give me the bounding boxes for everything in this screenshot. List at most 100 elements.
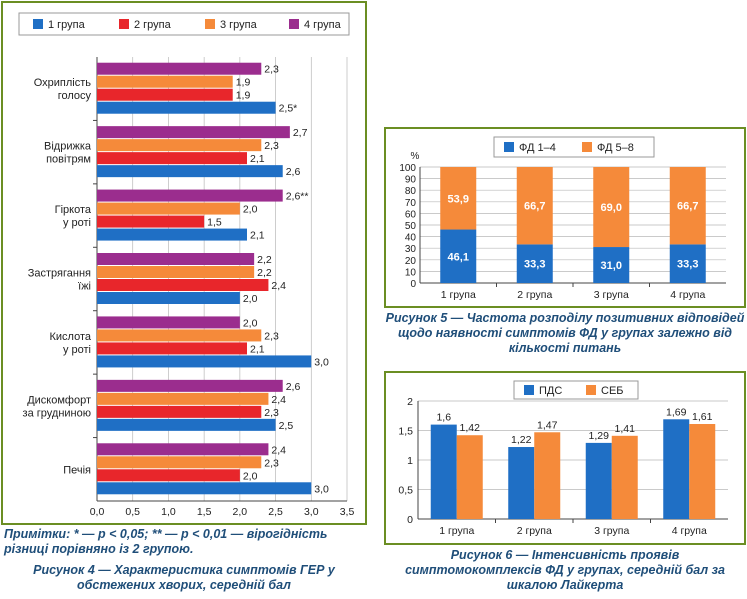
legend-label: ФД 1–4 bbox=[519, 142, 556, 154]
y-tick-label: 0 bbox=[410, 279, 416, 290]
x-tick-label: 1,5 bbox=[197, 506, 212, 518]
bar bbox=[456, 435, 483, 519]
bar-segment bbox=[593, 247, 630, 283]
x-tick-label: 0,0 bbox=[90, 506, 105, 518]
data-label: 46,1 bbox=[448, 251, 469, 263]
data-label: 2,6** bbox=[286, 191, 309, 203]
legend-swatch bbox=[289, 19, 299, 29]
data-label: 66,7 bbox=[677, 201, 698, 213]
y-tick-label: 50 bbox=[405, 221, 417, 232]
y-tick-label: 70 bbox=[405, 198, 417, 209]
data-label: 2,0 bbox=[243, 470, 258, 482]
data-label: 33,3 bbox=[677, 259, 698, 271]
x-tick-label: 1 група bbox=[441, 289, 476, 301]
data-label: 2,4 bbox=[271, 280, 286, 292]
data-label: 66,7 bbox=[524, 201, 545, 213]
bar bbox=[97, 279, 269, 291]
bar bbox=[97, 266, 255, 278]
legend-box bbox=[18, 12, 350, 36]
data-label: 2,6 bbox=[286, 166, 301, 178]
legend-swatch bbox=[119, 19, 129, 29]
chart6-svg: ПДС СЕБ 0 0,5 1 1,5 2 1,6 1,42 1 група 1,22 1,47 2 г… bbox=[398, 380, 728, 537]
bar-segment bbox=[440, 167, 477, 230]
category-label: Гіркота bbox=[55, 204, 92, 216]
chart4-svg: 1 група 2 група 3 група 4 група 0,0 0,5 1,0 1,5… bbox=[18, 12, 355, 518]
data-label: 2,4 bbox=[271, 444, 286, 456]
data-label: 2,0 bbox=[243, 204, 258, 216]
x-tick-label: 3,5 bbox=[340, 506, 355, 518]
chart4-note: Примітки: * — р < 0,05; ** — р < 0,01 — … bbox=[4, 527, 328, 556]
bar bbox=[97, 215, 205, 228]
legend-swatch bbox=[582, 142, 592, 152]
x-tick-label: 0,5 bbox=[125, 506, 140, 518]
data-label: 2,0 bbox=[243, 317, 258, 329]
data-label: 2,3 bbox=[264, 330, 279, 342]
y-unit-label: % bbox=[411, 151, 420, 162]
data-label: 1,42 bbox=[460, 422, 481, 434]
y-tick-label: 20 bbox=[405, 256, 417, 267]
data-label: 2,3 bbox=[264, 140, 279, 152]
x-tick-label: 1 група bbox=[439, 525, 474, 537]
bar bbox=[97, 228, 247, 241]
data-label: 1,69 bbox=[666, 406, 687, 418]
data-label: 2,2 bbox=[257, 254, 272, 266]
data-label: 2,1 bbox=[250, 230, 265, 242]
data-label: 1,22 bbox=[511, 434, 532, 446]
category-label: Застрягання bbox=[28, 268, 91, 280]
bar bbox=[534, 432, 561, 519]
y-tick-label: 60 bbox=[405, 209, 417, 220]
data-label: 2,3 bbox=[264, 407, 279, 419]
legend-label: 2 група bbox=[134, 19, 172, 31]
legend-label: ФД 5–8 bbox=[597, 142, 634, 154]
category-label: Кислота bbox=[49, 331, 91, 343]
x-tick-label: 2,0 bbox=[233, 506, 248, 518]
x-tick-label: 3 група bbox=[594, 525, 629, 537]
bar-segment bbox=[440, 229, 477, 283]
legend-label: СЕБ bbox=[601, 385, 624, 397]
category-label: їжі bbox=[77, 281, 91, 293]
y-tick-label: 1 bbox=[407, 455, 413, 467]
data-label: 1,9 bbox=[236, 77, 251, 89]
bar-segment bbox=[516, 244, 553, 283]
data-label: 2,1 bbox=[250, 153, 265, 165]
x-tick-label: 3 група bbox=[594, 289, 629, 301]
legend-swatch bbox=[504, 142, 514, 152]
category-label: Охриплість bbox=[34, 77, 92, 89]
bar bbox=[97, 329, 262, 342]
bar bbox=[97, 292, 240, 304]
y-tick-label: 10 bbox=[405, 267, 417, 278]
data-label: 3,0 bbox=[314, 483, 329, 495]
legend-box bbox=[493, 136, 655, 158]
legend-swatch bbox=[524, 385, 534, 395]
bar-segment bbox=[669, 244, 706, 283]
x-tick-label: 2 група bbox=[517, 289, 552, 301]
data-label: 2,3 bbox=[264, 64, 279, 76]
x-tick-label: 3,0 bbox=[304, 506, 319, 518]
bar bbox=[97, 62, 262, 75]
y-tick-label: 40 bbox=[405, 233, 417, 244]
data-label: 1,47 bbox=[537, 419, 558, 431]
chart4-caption: Рисунок 4 — Характеристика симптомів ГЕР… bbox=[33, 563, 335, 592]
legend-swatch bbox=[205, 19, 215, 29]
y-tick-label: 1,5 bbox=[398, 426, 413, 438]
bar bbox=[97, 126, 290, 139]
category-label: у роті bbox=[63, 344, 91, 356]
data-label: 2,5 bbox=[279, 420, 294, 432]
bar bbox=[97, 405, 262, 418]
y-tick-label: 90 bbox=[405, 175, 417, 186]
legend-box bbox=[513, 380, 639, 400]
y-tick-label: 2 bbox=[407, 396, 413, 408]
bar-segment bbox=[669, 167, 706, 245]
y-tick-label: 0,5 bbox=[398, 485, 413, 497]
chart6-caption: Рисунок 6 — Інтенсивність проявів симпто… bbox=[405, 548, 725, 592]
data-label: 3,0 bbox=[314, 356, 329, 368]
data-label: 2,7 bbox=[293, 127, 308, 139]
bar bbox=[508, 447, 535, 519]
bar bbox=[663, 419, 690, 519]
bar bbox=[97, 355, 312, 368]
data-label: 2,0 bbox=[243, 293, 258, 305]
data-label: 1,61 bbox=[692, 411, 713, 423]
bar bbox=[97, 392, 269, 405]
data-label: 31,0 bbox=[601, 260, 622, 272]
category-label: голосу bbox=[58, 90, 92, 102]
